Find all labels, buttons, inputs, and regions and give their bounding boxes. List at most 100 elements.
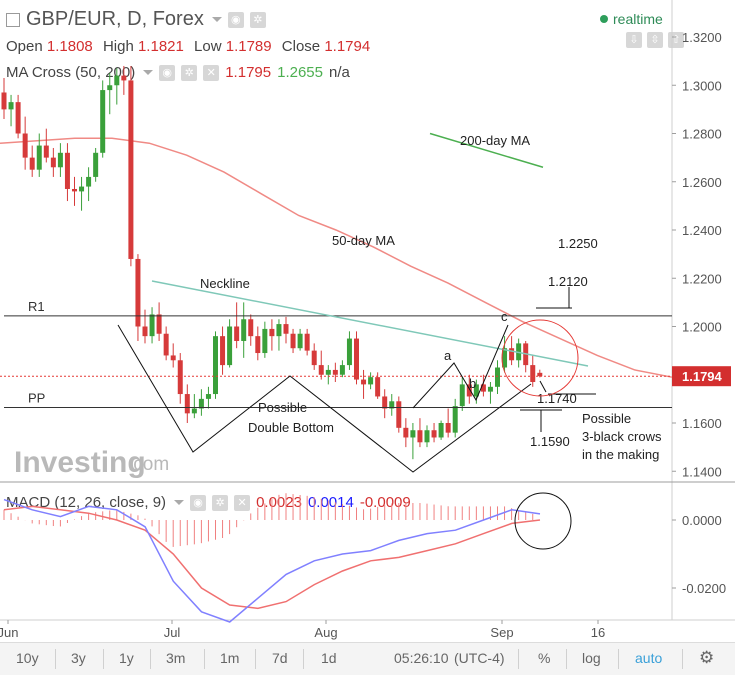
macd-gear-icon[interactable]: ✲: [212, 494, 229, 511]
bearish-candle: [156, 314, 162, 334]
range-10y-button[interactable]: 10y: [16, 650, 39, 666]
macd-dropdown-icon[interactable]: [174, 500, 185, 505]
bearish-candle: [304, 333, 310, 351]
bearish-candle: [466, 384, 472, 397]
bullish-candle: [438, 423, 444, 438]
abc-wave-line: [412, 324, 509, 409]
bullish-candle: [149, 314, 155, 337]
macd-hist-value: -0.0009: [359, 494, 411, 511]
bullish-candle: [213, 336, 218, 395]
watermark-brand: Investing: [14, 446, 146, 479]
range-1y-button[interactable]: 1y: [119, 650, 134, 666]
double-bottom-pattern: [117, 324, 532, 473]
crows-label-1: Possible: [582, 411, 631, 426]
bullish-candle: [57, 152, 63, 168]
macd-label: MACD (12, 26, close, 9): [6, 494, 167, 511]
macd-tick-label: 0.0000: [682, 513, 722, 528]
settings-gear-icon[interactable]: ⚙: [699, 648, 715, 667]
wave-b-label: b: [469, 376, 476, 391]
eye-icon[interactable]: ◉: [227, 11, 244, 28]
realtime-dot-icon: [600, 15, 608, 23]
divider: [204, 649, 205, 669]
divider: [566, 649, 567, 669]
price-tick-label: 1.2200: [682, 271, 722, 286]
bearish-candle: [417, 430, 423, 443]
percent-scale-button[interactable]: %: [538, 650, 551, 666]
bearish-candle: [318, 365, 324, 375]
open-label: Open: [6, 38, 43, 55]
bearish-candle: [163, 333, 169, 356]
annotations: R1 PP Neckline 50-day MA 200-day MA Possible D…: [0, 133, 672, 473]
close-label: Close: [281, 38, 321, 55]
ma50-label: 50-day MA: [332, 233, 395, 248]
range-3m-button[interactable]: 3m: [166, 650, 186, 666]
bullish-candle: [93, 152, 99, 177]
bearish-candle: [128, 80, 134, 259]
bearish-candle: [142, 326, 148, 337]
bearish-candle: [177, 360, 183, 395]
crows-label-3: in the making: [582, 447, 659, 462]
macd-close-icon[interactable]: ✕: [234, 494, 251, 511]
macd-eye-icon[interactable]: ◉: [190, 494, 207, 511]
timeframe-bar: 10y 3y 1y 3m 1m 7d 1d 05:26:10 (UTC-4) %…: [0, 642, 735, 675]
symbol-dropdown-icon[interactable]: [211, 17, 222, 22]
ma200-label: 200-day MA: [460, 133, 530, 148]
ma-cross-label: MA Cross (50, 200): [6, 64, 136, 81]
range-3y-button[interactable]: 3y: [71, 650, 86, 666]
high-label: High: [102, 38, 134, 55]
wave-c-label: c: [501, 309, 508, 324]
bullish-candle: [346, 338, 352, 366]
double-bottom-label-1: Possible: [258, 400, 307, 415]
axes: 1.3200 1.3000 1.2800 1.2600 1.2400 1.2200 1.20…: [0, 30, 731, 640]
watermark-suffix: .com: [128, 454, 169, 475]
double-bottom-label-2: Double Bottom: [248, 420, 334, 435]
bullish-candle: [473, 384, 479, 397]
realtime-indicator: realtime: [600, 11, 663, 27]
price-chart[interactable]: R1 PP Neckline 50-day MA 200-day MA Possible D…: [0, 0, 735, 642]
bearish-candle: [509, 348, 515, 361]
bullish-candle: [8, 102, 14, 110]
symbol-title: GBP/EUR, D, Forex: [26, 8, 204, 30]
bullish-candle: [227, 326, 233, 366]
bearish-candle: [396, 401, 402, 428]
candlesticks: [1, 65, 543, 460]
bearish-candle: [29, 157, 35, 170]
last-price-tag: [672, 366, 731, 387]
target-1-2250-label: 1.2250: [558, 236, 598, 251]
bearish-candle: [375, 377, 381, 397]
bullish-candle: [100, 90, 106, 153]
price-tick-label: 1.3200: [682, 30, 722, 45]
divider: [303, 649, 304, 669]
bullish-candle: [459, 384, 465, 407]
auto-scale-button[interactable]: auto: [635, 650, 663, 666]
ma-eye-icon[interactable]: ◉: [159, 64, 176, 81]
divider: [103, 649, 104, 669]
chart-scale-icon[interactable]: ⇳: [647, 32, 663, 48]
symbol-checkbox[interactable]: [6, 12, 20, 27]
bullish-candle: [198, 398, 204, 409]
range-1d-button[interactable]: 1d: [321, 650, 337, 666]
bullish-candle: [191, 408, 197, 414]
log-scale-button[interactable]: log: [582, 650, 601, 666]
divider: [255, 649, 256, 669]
gear-icon[interactable]: ✲: [249, 11, 266, 28]
ma-dropdown-icon[interactable]: [143, 70, 154, 75]
price-tick-label: 1.3000: [682, 78, 722, 93]
bullish-candle: [487, 386, 493, 392]
bullish-candle: [368, 377, 374, 385]
bearish-candle: [255, 336, 261, 354]
chart-settings-icon[interactable]: ⇩: [626, 32, 642, 48]
bearish-candle: [64, 152, 70, 189]
price-tick-label: 1.2000: [682, 320, 722, 335]
ma-close-icon[interactable]: ✕: [203, 64, 220, 81]
price-tick-label: 1.1400: [682, 464, 722, 479]
time-tick-label: Jul: [164, 625, 181, 640]
bearish-candle: [382, 396, 388, 409]
highlight-circle-price: [501, 319, 579, 397]
macd-panel: [3, 492, 572, 623]
price-tick-label: 1.1600: [682, 416, 722, 431]
range-7d-button[interactable]: 7d: [272, 650, 288, 666]
ma-gear-icon[interactable]: ✲: [181, 64, 198, 81]
ma50-value: 1.1795: [225, 64, 272, 81]
range-1m-button[interactable]: 1m: [220, 650, 240, 666]
